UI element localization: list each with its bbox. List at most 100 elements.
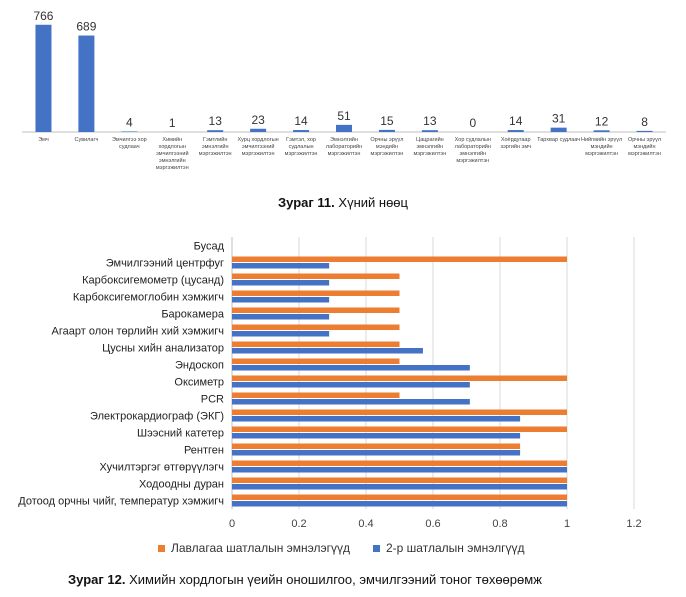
bar [636, 130, 653, 132]
x-tick-label: 1 [564, 518, 570, 530]
category-label: Цацрагийн эмнэлгийн мэргэжилтэн [413, 136, 446, 157]
bar-reference [232, 324, 400, 330]
bar-reference [232, 358, 400, 364]
legend-label-secondary: 2-р шатлалын эмнэлгүүд [386, 541, 525, 555]
x-tick-label: 0 [229, 518, 235, 530]
data-label: 14 [509, 114, 523, 128]
data-label: 51 [337, 109, 351, 123]
legend-item-secondary: 2-р шатлалын эмнэлгүүд [373, 541, 524, 555]
x-tick-label: 0.2 [291, 518, 306, 530]
data-label: 4 [126, 115, 133, 129]
data-label: 31 [552, 112, 566, 126]
bar [550, 127, 567, 132]
category-label: Орчны эрүүл мэндийн мэргэжилтэн [370, 137, 403, 157]
bar-reference [232, 290, 400, 296]
data-label: 689 [76, 20, 96, 34]
bar [421, 130, 438, 132]
category-label: Цусны хийн анализатор [102, 343, 224, 355]
bar-reference [232, 375, 567, 381]
legend-swatch-blue [373, 544, 380, 552]
x-tick-label: 0.8 [492, 518, 507, 530]
category-label: Ходоодны дуран [139, 479, 224, 491]
bar-secondary [232, 416, 521, 422]
category-label: Хор судлалын лабораторийн эмнэлгийн мэргэжи… [455, 137, 491, 164]
category-label: Эндоскоп [175, 360, 224, 372]
bar-secondary [232, 501, 567, 507]
bar-secondary [232, 382, 470, 388]
category-label: Эмнэлгийн лабораторийн мэргэжилтэн [326, 136, 362, 157]
category-label: Хоёрдугаар зэргийн эмч [500, 137, 531, 150]
bar [250, 128, 267, 132]
bar-secondary [232, 484, 567, 490]
bar-reference [232, 392, 400, 398]
x-tick-label: 1.2 [626, 518, 641, 530]
category-label: Сувилагч [74, 137, 98, 143]
figure-11-label: Зураг 11. [278, 195, 335, 210]
category-label: Гэмтлийн эмнэлгийн мэргэжилтэн [199, 136, 232, 157]
category-label: Химийн хордлогын эмчилгээний эмнэлгийн мэргэ… [156, 136, 189, 171]
bar-reference [232, 341, 400, 347]
category-label: Эмч [38, 137, 49, 143]
bar [378, 129, 395, 132]
data-label: 13 [209, 114, 223, 128]
category-label: Эмчилгээний центрфуг [106, 258, 224, 270]
bar-reference [232, 426, 567, 432]
data-label: 12 [595, 114, 609, 128]
data-label: 23 [251, 113, 265, 127]
category-label: Тархвар судлаач [537, 137, 580, 143]
human-resources-chart: 766 Эмч 689 Сувилагч 4 Эмчилгээ хор судлаач 1 Хи… [22, 9, 666, 171]
bar-reference [232, 460, 567, 466]
bar-reference [232, 494, 567, 500]
category-label: Бусад [194, 241, 225, 253]
category-label: Барокамера [161, 309, 225, 321]
bar-secondary [232, 331, 330, 337]
category-label: Карбоксигемометр (цусанд) [82, 275, 224, 287]
category-label: Рентген [184, 445, 224, 457]
data-label: 0 [469, 116, 476, 130]
figure-12-title: Химийн хордлогын үеийн оношилгоо, эмчилг… [129, 572, 542, 587]
bar [593, 130, 610, 132]
category-label: Шээсний катетер [137, 428, 224, 440]
bar [336, 124, 352, 132]
bar-reference [232, 273, 400, 279]
bar-secondary [232, 365, 470, 371]
legend-swatch-orange [158, 544, 165, 552]
category-label: Орчны эрүүл мэндийн мэргэжилтэн [628, 137, 661, 157]
bar-secondary [232, 467, 567, 473]
category-label: Электрокардиограф (ЭКГ) [90, 411, 224, 423]
bar [121, 131, 138, 132]
legend-item-reference: Лавлагаа шатлалын эмнэлэгүүд [158, 541, 350, 555]
equipment-chart: 0 0.2 0.4 0.6 0.8 1 1.2 Дотоод орчны чийг, темп… [18, 237, 642, 530]
x-tick-label: 0.4 [358, 518, 373, 530]
bar [207, 130, 224, 132]
bar [35, 24, 52, 132]
data-label: 13 [423, 114, 437, 128]
figure-11-caption: Зураг 11. Хүний нөөц [0, 195, 686, 210]
bar-reference [232, 307, 400, 313]
bar-reference [232, 409, 567, 415]
category-label: Дотоод орчны чийг, температур хэмжигч [18, 496, 224, 508]
bar-reference [232, 256, 567, 262]
category-label: Карбоксигемоглобин хэмжигч [73, 292, 224, 304]
category-label: PCR [201, 394, 224, 406]
bar-secondary [232, 450, 521, 456]
data-label: 766 [33, 9, 53, 23]
data-label: 8 [641, 115, 648, 129]
legend-label-reference: Лавлагаа шатлалын эмнэлэгүүд [171, 541, 351, 555]
bar-secondary [232, 399, 470, 405]
category-label: Нийгмийн эрүүл мэндийн мэргэжилтэн [581, 136, 622, 157]
category-label: Эмчилгээ хор судлаач [112, 137, 147, 150]
data-label: 14 [294, 114, 308, 128]
data-label: 15 [380, 114, 394, 128]
figure-12-label: Зураг 12. [68, 572, 126, 587]
bar [293, 130, 310, 132]
category-label: Хурц хордлогын эмчилгээний мэргэжилтэн [238, 137, 279, 157]
bar-secondary [232, 433, 521, 439]
bar-reference [232, 477, 567, 483]
bar-secondary [232, 263, 330, 269]
bar-reference [232, 443, 521, 449]
category-label: Гэмтэл, хор судлалын мэргэжилтэн [285, 137, 318, 157]
bar [507, 130, 524, 132]
x-tick-label: 0.6 [425, 518, 440, 530]
data-label: 1 [169, 116, 176, 130]
